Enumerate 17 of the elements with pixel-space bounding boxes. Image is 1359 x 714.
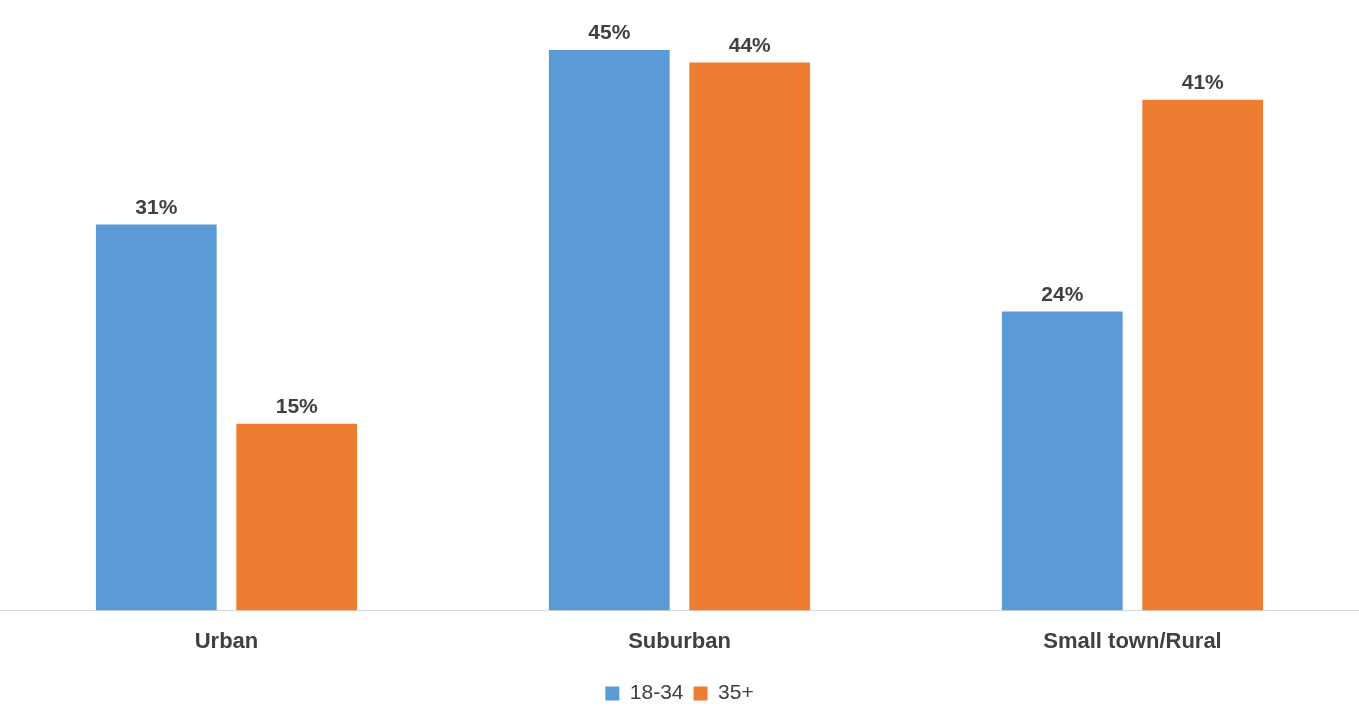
bar <box>1142 99 1264 611</box>
x-tick-label: Urban <box>194 627 259 653</box>
data-label: 15% <box>275 394 319 418</box>
x-tick-label: Suburban <box>628 627 731 653</box>
legend-label: 35+ <box>718 680 754 704</box>
bar <box>689 62 811 611</box>
data-label: 41% <box>1181 70 1225 94</box>
bar <box>1001 311 1123 611</box>
bar <box>236 423 358 611</box>
data-label: 44% <box>728 32 772 56</box>
bar <box>95 224 217 611</box>
data-label: 31% <box>135 194 178 218</box>
data-label: 45% <box>588 20 631 44</box>
x-tick-label: Small town/Rural <box>1043 627 1222 653</box>
data-label: 24% <box>1041 281 1084 305</box>
bar <box>548 50 670 611</box>
legend-label: 18-34 <box>629 680 684 704</box>
